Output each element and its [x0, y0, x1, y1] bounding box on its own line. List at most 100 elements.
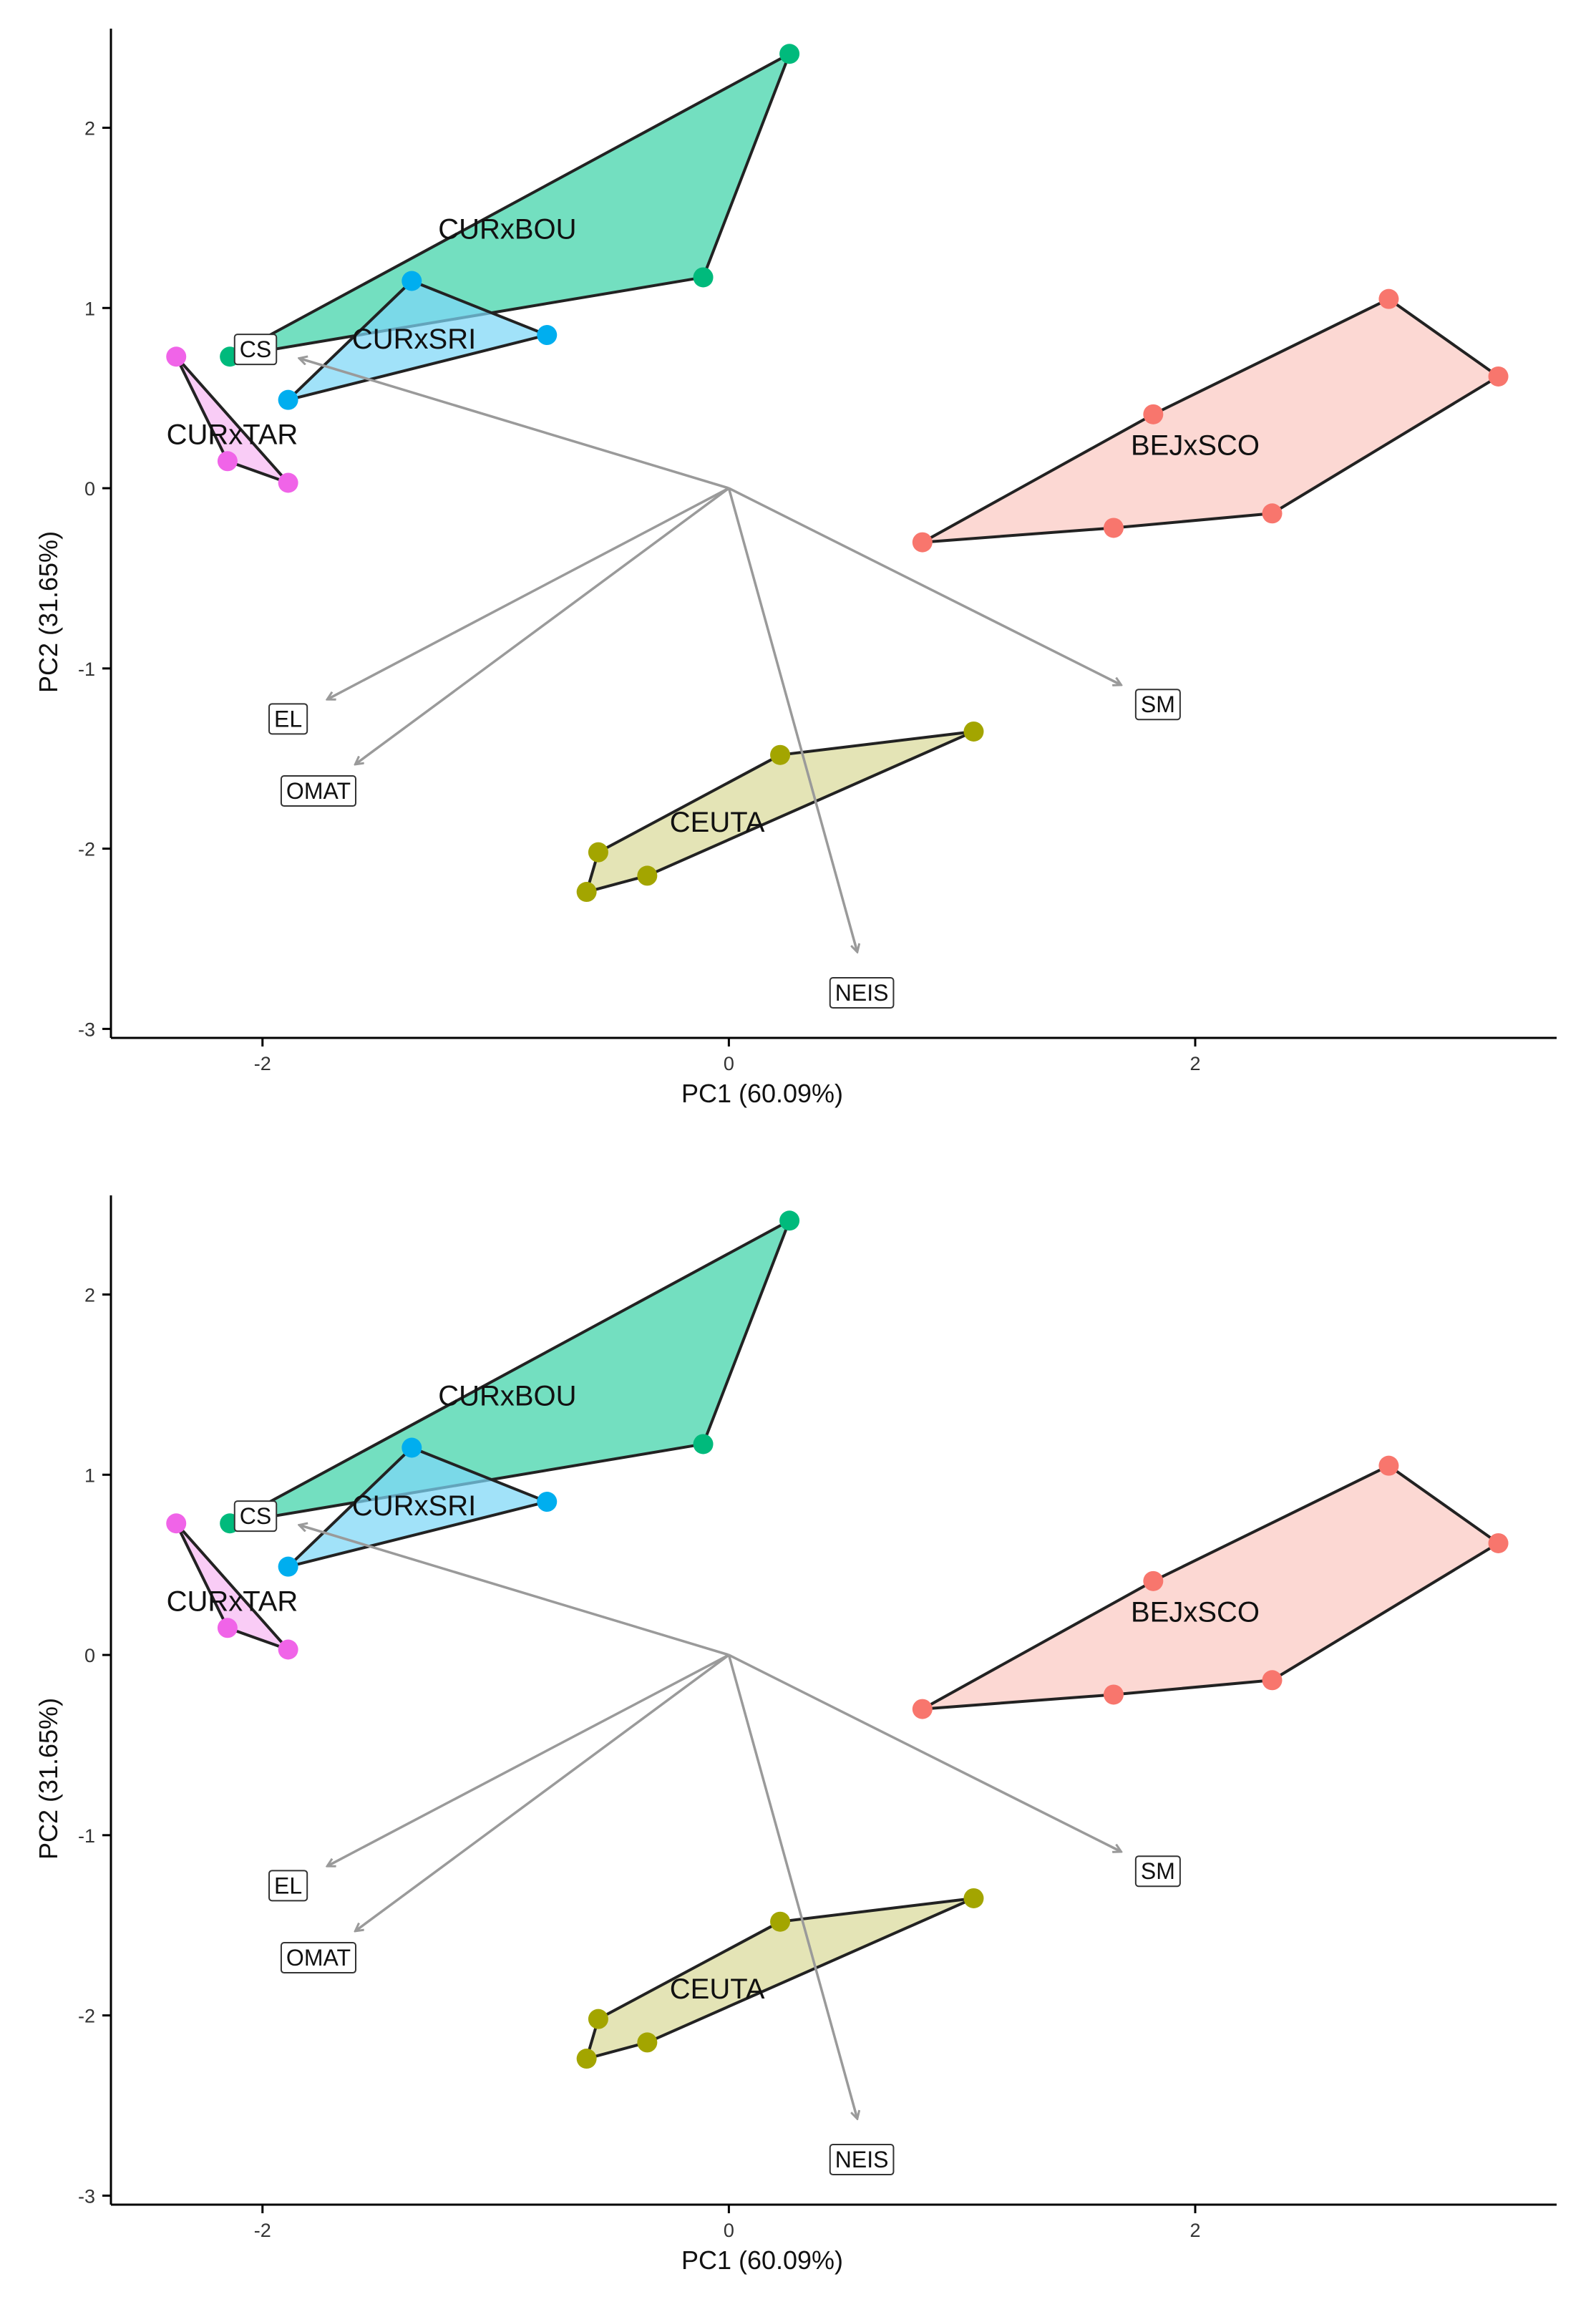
loading-label-text: NEIS	[835, 980, 889, 1006]
y-axis-title: PC2 (31.65%)	[34, 531, 63, 693]
loading-label-text: OMAT	[286, 778, 351, 804]
loading-arrow-sm	[728, 1653, 1120, 1851]
group-label-curxtar: CURxTAR	[167, 419, 298, 451]
hull-curxtar	[175, 355, 290, 485]
point-ceuta	[963, 721, 984, 742]
group-label-curxsri: CURxSRI	[352, 1490, 476, 1522]
pca-biplot-bottom: -2 0 2 -3 -2 -1 0 1 2 PC1 (60.09%) PC2 (31.65%) CS E…	[34, 1195, 1557, 2275]
group-label-curxsri: CURxSRI	[352, 324, 476, 355]
loading-label-text: EL	[274, 1873, 302, 1898]
loading-arrow-neis	[727, 1654, 857, 2118]
point-curxbou	[693, 267, 714, 288]
point-bejxsco	[1143, 1570, 1164, 1591]
x-tick-label: 2	[1189, 1053, 1200, 1074]
hull-curxsri	[286, 1446, 549, 1568]
point-bejxsco	[912, 532, 933, 553]
point-curxsri	[402, 1437, 422, 1458]
loading-label-el: EL	[268, 1870, 308, 1902]
loading-arrow-cs	[300, 1525, 729, 1656]
y-tick-label: -3	[78, 2185, 95, 2207]
point-ceuta	[637, 2032, 658, 2053]
loading-label-text: SM	[1141, 1858, 1175, 1884]
hull-curxbou	[228, 52, 792, 359]
loading-label-text: EL	[274, 706, 302, 732]
y-tick-label: 0	[84, 478, 95, 500]
point-ceuta	[588, 2009, 608, 2029]
point-ceuta	[588, 842, 608, 863]
point-bejxsco	[1488, 366, 1509, 387]
loading-label-box	[829, 977, 895, 1009]
group-label-curxtar: CURxTAR	[167, 1586, 298, 1618]
loading-label-el: EL	[268, 703, 308, 735]
loading-label-sm: SM	[1134, 1855, 1181, 1888]
hull-ceuta	[585, 1896, 975, 2061]
x-tick-label: 0	[724, 2220, 734, 2241]
point-bejxsco	[1103, 518, 1124, 538]
loading-label-text: SM	[1141, 691, 1175, 717]
point-bejxsco	[1378, 1455, 1399, 1476]
point-bejxsco	[1488, 1533, 1509, 1553]
point-curxbou	[779, 44, 800, 64]
y-tick-label: 2	[84, 1284, 95, 1306]
y-tick-label: -3	[78, 1019, 95, 1040]
loading-arrow-sm	[728, 487, 1120, 684]
point-ceuta	[637, 865, 658, 886]
point-bejxsco	[1262, 503, 1283, 524]
x-tick-label: -2	[254, 2220, 271, 2241]
loading-label-neis: NEIS	[829, 2144, 895, 2176]
point-curxbou	[693, 1434, 714, 1454]
hull-ceuta	[585, 729, 975, 894]
loading-label-text: OMAT	[286, 1945, 351, 1971]
loading-label-text: CS	[240, 1503, 271, 1529]
hull-bejxsco	[920, 297, 1500, 544]
point-bejxsco	[1262, 1670, 1283, 1691]
x-tick-label: 0	[724, 1053, 734, 1074]
point-curxsri	[402, 271, 422, 291]
loading-label-box	[280, 1942, 356, 1974]
hull-curxtar	[175, 1522, 290, 1651]
point-bejxsco	[1378, 288, 1399, 309]
loading-label-text: NEIS	[835, 2147, 889, 2172]
point-curxtar	[278, 472, 298, 493]
point-curxtar	[217, 451, 238, 472]
point-curxtar	[166, 1513, 187, 1534]
hull-bejxsco	[920, 1464, 1500, 1711]
point-curxsri	[537, 325, 558, 346]
group-label-curxbou: CURxBOU	[438, 1380, 576, 1412]
loading-arrow-neis	[727, 487, 857, 951]
loading-label-sm: SM	[1134, 689, 1181, 721]
point-ceuta	[576, 2049, 597, 2069]
loading-label-box	[1134, 689, 1181, 721]
point-ceuta	[576, 882, 597, 903]
loading-arrow-el	[328, 487, 730, 699]
loading-label-box	[233, 1500, 278, 1533]
y-tick-label: 1	[84, 298, 95, 319]
hull-curxsri	[286, 279, 549, 402]
y-axis-title: PC2 (31.65%)	[34, 1698, 63, 1860]
loading-label-box	[829, 2144, 895, 2176]
point-curxbou	[779, 1210, 800, 1231]
y-tick-label: -1	[78, 1825, 95, 1847]
point-bejxsco	[1103, 1684, 1124, 1705]
loading-label-text: CS	[240, 336, 271, 362]
point-ceuta	[770, 1911, 791, 1932]
loading-arrow-el	[328, 1653, 730, 1866]
point-bejxsco	[912, 1699, 933, 1719]
loading-label-box	[268, 1870, 308, 1902]
group-label-ceuta: CEUTA	[670, 1973, 765, 2005]
point-curxsri	[278, 389, 298, 410]
y-tick-label: -2	[78, 839, 95, 860]
pca-biplot-top: -2 0 2 -3 -2 -1 0 1 2 PC1 (60.09%) PC2 (31.65%) CS E…	[34, 29, 1557, 1108]
loading-arrow-omat	[356, 487, 730, 764]
loading-label-box	[268, 703, 308, 735]
point-curxtar	[278, 1639, 298, 1660]
point-curxsri	[537, 1492, 558, 1512]
loading-arrow-omat	[356, 1653, 730, 1931]
y-tick-label: 0	[84, 1645, 95, 1666]
group-label-bejxsco: BEJxSCO	[1131, 430, 1260, 462]
hull-curxbou	[228, 1219, 792, 1525]
point-bejxsco	[1143, 404, 1164, 424]
y-tick-label: 2	[84, 117, 95, 139]
loading-arrow-cs	[300, 359, 729, 490]
x-axis-title: PC1 (60.09%)	[681, 1079, 843, 1108]
